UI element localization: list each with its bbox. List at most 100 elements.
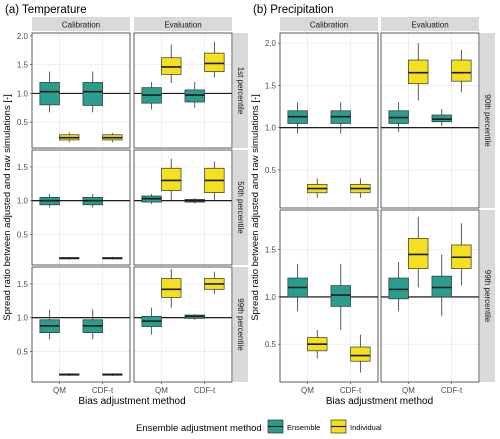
box-iqr xyxy=(161,278,182,298)
box-qm-individual xyxy=(307,178,328,198)
facet-99th-percentile-calibration: QM CDF-t xyxy=(279,209,379,395)
box-cdf-t-individual xyxy=(350,334,371,373)
box-iqr xyxy=(408,59,429,85)
row-strip-label: 99th percentile xyxy=(236,298,245,351)
y-tick-label: 1.5 xyxy=(17,61,29,70)
y-tick-label: 0.5 xyxy=(17,118,29,127)
box-iqr xyxy=(431,275,452,298)
box-qm-individual xyxy=(307,330,328,359)
y-tick-label: 1.0 xyxy=(17,197,29,206)
y-tick-label: 0.5 xyxy=(17,231,29,240)
box-iqr xyxy=(161,57,182,75)
box-cdf-t-individual xyxy=(451,49,472,93)
chart-title: (b) Precipitation xyxy=(253,4,334,16)
box-qm-ensemble xyxy=(39,193,60,208)
row-strip-label: 90th percentile xyxy=(483,94,492,147)
x-tick-label: QM xyxy=(53,386,66,395)
facet-border xyxy=(133,32,233,149)
y-tick-label: 1.0 xyxy=(265,293,277,302)
y-tick-label: 0.5 xyxy=(17,348,29,357)
y-tick-label: 1.5 xyxy=(17,163,29,172)
legend-label: Individual xyxy=(350,423,382,432)
y-tick-label: 1.0 xyxy=(265,124,277,133)
facet-99th-percentile-evaluation: QM CDF-t xyxy=(133,266,233,395)
row-strip-label: 50th percentile xyxy=(236,181,245,234)
box-qm-ensemble xyxy=(388,261,409,312)
chart-title: (a) Temperature xyxy=(5,4,87,16)
box-qm-individual xyxy=(59,132,80,143)
column-strip-label: Evaluation xyxy=(164,21,201,30)
facet-border xyxy=(133,149,233,266)
facet-border xyxy=(31,32,131,149)
facet-1st-percentile-calibration xyxy=(31,32,131,149)
box-qm-individual xyxy=(161,269,182,308)
box-qm-ensemble xyxy=(287,263,308,312)
box-qm-individual xyxy=(408,216,429,288)
column-strip xyxy=(134,17,232,31)
box-iqr xyxy=(330,285,351,307)
facet-border xyxy=(279,209,379,383)
box-cdf-t-individual xyxy=(204,161,225,201)
legend-item-individual: Individual xyxy=(330,419,382,434)
legend-title: Ensemble adjustment method xyxy=(136,423,262,434)
chart-panel-b-precipitation: (b) Precipitation Calibration Evaluation 90… xyxy=(250,4,495,407)
box-iqr xyxy=(388,277,409,300)
box-qm-individual xyxy=(161,158,182,201)
x-tick-label: CDF-t xyxy=(92,386,114,395)
box-cdf-t-individual xyxy=(451,223,472,286)
box-cdf-t-ensemble xyxy=(431,254,452,316)
box-iqr xyxy=(408,238,429,269)
facet-1st-percentile-evaluation xyxy=(133,32,233,149)
row-strip xyxy=(480,210,495,382)
box-cdf-t-individual xyxy=(204,271,225,295)
box-cdf-t-ensemble xyxy=(184,314,205,320)
column-strip-label: Evaluation xyxy=(411,21,448,30)
facet-90th-percentile-calibration xyxy=(279,32,379,209)
y-tick-label: 2.0 xyxy=(265,39,277,48)
box-iqr xyxy=(82,82,103,106)
facet-background xyxy=(32,150,130,265)
box-iqr xyxy=(161,167,182,191)
box-qm-ensemble xyxy=(39,71,60,113)
facet-50th-percentile-evaluation xyxy=(133,149,233,266)
box-cdf-t-individual xyxy=(102,373,123,376)
y-axis-label: Spread ratio between adjusted and raw si… xyxy=(250,94,261,321)
x-tick-label: QM xyxy=(301,386,314,395)
box-cdf-t-ensemble xyxy=(184,81,205,108)
facet-99th-percentile-calibration: QM CDF-t xyxy=(31,266,131,395)
x-tick-label: QM xyxy=(402,386,415,395)
legend-item-ensemble: Ensemble xyxy=(267,419,320,434)
facet-border xyxy=(279,32,379,209)
box-qm-individual xyxy=(408,43,429,101)
y-tick-label: 1.0 xyxy=(17,314,29,323)
y-tick-label: 2.0 xyxy=(17,32,29,41)
box-iqr xyxy=(39,82,60,106)
x-tick-label: QM xyxy=(155,386,168,395)
row-strip xyxy=(480,33,495,208)
x-axis-label: Bias adjustment method xyxy=(78,396,185,407)
box-iqr xyxy=(350,346,371,362)
box-cdf-t-individual xyxy=(102,256,123,260)
box-qm-individual xyxy=(59,373,80,376)
x-tick-label: CDF-t xyxy=(194,386,216,395)
box-cdf-t-individual xyxy=(350,178,371,198)
facet-border xyxy=(31,266,131,383)
box-qm-ensemble xyxy=(141,307,162,335)
facet-90th-percentile-evaluation xyxy=(380,32,480,209)
legend: Ensemble adjustment method Ensemble Indivi… xyxy=(136,419,382,434)
box-iqr xyxy=(431,114,452,123)
x-tick-label: CDF-t xyxy=(340,386,362,395)
box-qm-ensemble xyxy=(39,309,60,340)
box-cdf-t-individual xyxy=(204,41,225,78)
box-cdf-t-ensemble xyxy=(330,263,351,331)
box-qm-individual xyxy=(59,256,80,260)
box-qm-ensemble xyxy=(141,193,162,205)
box-cdf-t-ensemble xyxy=(82,193,103,208)
column-strip xyxy=(32,17,130,31)
x-axis-label: Bias adjustment method xyxy=(326,396,433,407)
box-cdf-t-ensemble xyxy=(330,102,351,134)
box-iqr xyxy=(184,89,205,103)
x-tick-label: CDF-t xyxy=(441,386,463,395)
box-cdf-t-ensemble xyxy=(184,198,205,204)
